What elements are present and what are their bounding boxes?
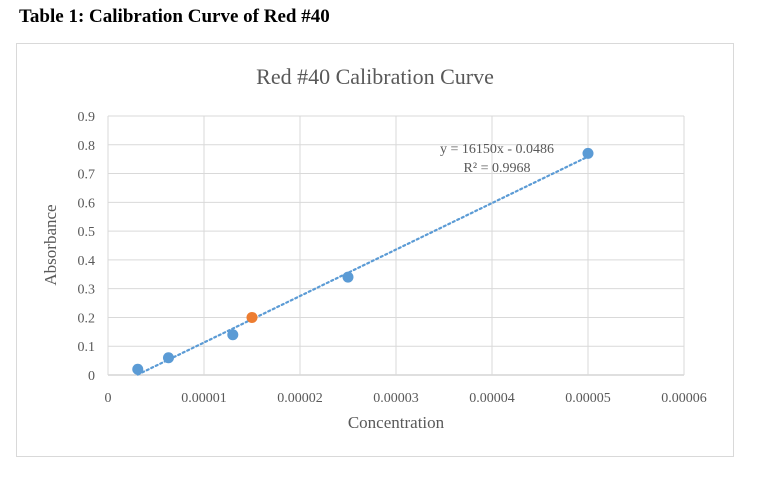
data-point-standards [342,271,354,283]
y-tick-label: 0.8 [78,139,96,154]
y-tick-label: 0 [88,369,95,384]
trendline-layer [136,155,590,376]
x-tick-label: 0.00001 [181,391,227,406]
r-squared-label: R² = 0.9968 [464,161,531,176]
data-point-standards [132,363,144,375]
y-tick-label: 0.5 [78,225,96,240]
x-tick-label: 0 [105,391,112,406]
y-tick-label: 0.2 [78,311,96,326]
tick-labels: 0 0.1 0.2 0.3 0.4 0.5 0.6 0.7 0.8 0.9 0 0.00001 0.00… [78,110,707,406]
y-tick-label: 0.4 [78,254,96,269]
x-tick-label: 0.00003 [373,391,419,406]
y-axis-label: Absorbance [41,204,60,285]
x-tick-label: 0.00006 [661,391,707,406]
x-axis-label: Concentration [348,413,445,432]
x-tick-label: 0.00004 [469,391,515,406]
data-point-standards [582,147,594,159]
data-point-standards [162,352,174,364]
data-point-unknown [246,311,258,323]
y-tick-label: 0.1 [78,340,96,355]
chart-frame [16,43,734,457]
y-tick-label: 0.7 [78,168,96,183]
y-tick-label: 0.6 [78,196,96,211]
data-point-standards [227,329,239,341]
x-tick-label: 0.00002 [277,391,323,406]
y-tick-label: 0.9 [78,110,96,125]
data-points [132,147,594,375]
x-tick-label: 0.00005 [565,391,611,406]
gridlines [107,115,685,376]
chart-title: Red #40 Calibration Curve [256,64,494,89]
table-caption: Table 1: Calibration Curve of Red #40 [19,6,330,27]
y-tick-label: 0.3 [78,283,96,298]
trendline-equation: y = 16150x - 0.0486 [440,142,554,157]
trendline [136,155,590,376]
